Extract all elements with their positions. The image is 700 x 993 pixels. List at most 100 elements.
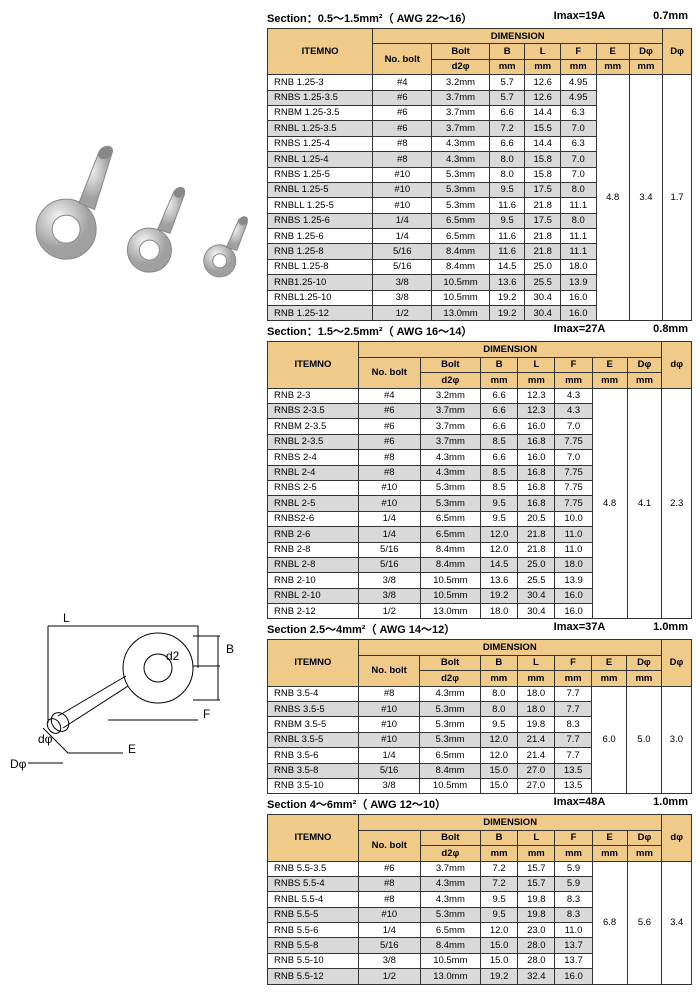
col-L: L (518, 830, 555, 845)
cell-B: 8.5 (481, 465, 518, 480)
section-imax: Imax=19A (517, 10, 642, 26)
cell-bolt: #10 (358, 702, 420, 717)
unit: mm (629, 59, 662, 74)
cell-B: 15.0 (481, 953, 518, 968)
cell-B: 8.5 (481, 434, 518, 449)
cell-B: 9.5 (480, 717, 517, 732)
cell-F: 18.0 (555, 557, 592, 572)
cell-d2: 8.4mm (420, 763, 480, 778)
cell-d2: 13.0mm (432, 306, 490, 321)
cell-L: 19.8 (518, 892, 555, 907)
cell-L: 21.8 (518, 527, 555, 542)
col-F: F (555, 357, 592, 372)
diagram-label-F: F (203, 707, 210, 721)
col-bolt: Bolt (432, 44, 490, 59)
cell-bolt: 5/16 (373, 244, 432, 259)
cell-B: 19.2 (489, 306, 525, 321)
unit: mm (555, 671, 592, 686)
cell-L: 15.8 (525, 152, 561, 167)
cell-F: 13.7 (555, 938, 592, 953)
col-B: B (481, 357, 518, 372)
unit: mm (592, 846, 627, 861)
unit: mm (481, 846, 518, 861)
cell-item: RNBS 5.5-4 (268, 876, 359, 891)
cell-B: 8.0 (480, 702, 517, 717)
col-F: F (555, 830, 592, 845)
cell-F: 4.95 (560, 90, 596, 105)
col-B: B (489, 44, 525, 59)
col-F: F (555, 655, 592, 670)
cell-bolt: 5/16 (358, 938, 420, 953)
cell-bolt: 1/4 (358, 527, 420, 542)
col-B: B (481, 830, 518, 845)
cell-item: RNB1.25-10 (268, 275, 373, 290)
col-nobolt: No. bolt (358, 830, 420, 861)
col-nobolt: No. bolt (373, 44, 432, 75)
col-nobolt: No. bolt (358, 655, 420, 686)
cell-item: RNBS 1.25-3.5 (268, 90, 373, 105)
cell-F: 16.0 (560, 306, 596, 321)
cell-F: 13.5 (555, 763, 592, 778)
cell-d2: 5.3mm (432, 198, 490, 213)
col-Dphi: Dφ (626, 655, 661, 670)
cell-item: RNB 1.25-6 (268, 229, 373, 244)
cell-B: 8.0 (480, 686, 517, 701)
cell-bolt: 3/8 (358, 588, 420, 603)
cell-d2: 8.4mm (420, 542, 480, 557)
cell-d2: 8.4mm (420, 938, 480, 953)
cell-L: 28.0 (518, 953, 555, 968)
col-F: F (560, 44, 596, 59)
cell-bolt: #4 (358, 388, 420, 403)
cell-L: 30.4 (518, 604, 555, 619)
cell-B: 15.0 (480, 778, 517, 793)
cell-d2: 3.7mm (420, 419, 480, 434)
cell-item: RNBS 2-3.5 (268, 403, 359, 418)
cell-item: RNBS 2-5 (268, 480, 359, 495)
cell-bolt: #10 (373, 167, 432, 182)
cell-L: 18.0 (517, 686, 554, 701)
cell-F: 7.75 (555, 480, 592, 495)
cell-bolt: #6 (358, 419, 420, 434)
col-d2: d2φ (420, 373, 480, 388)
table-row: RNB 3.5-4#84.3mm8.018.07.76.05.03.0 (268, 686, 692, 701)
cell-B: 8.0 (489, 152, 525, 167)
cell-bolt: #8 (373, 136, 432, 151)
cell-B: 9.5 (489, 213, 525, 228)
cell-item: RNB 5.5-5 (268, 907, 359, 922)
cell-item: RNB 1.25-3 (268, 75, 373, 90)
cell-B: 12.0 (480, 748, 517, 763)
cell-item: RNBM 3.5-5 (268, 717, 359, 732)
cell-B: 19.2 (489, 290, 525, 305)
cell-item: RNB 2-10 (268, 573, 359, 588)
cell-bolt: #10 (358, 496, 420, 511)
cell-bolt: #10 (358, 907, 420, 922)
section-thickness: 0.7mm (642, 10, 692, 26)
section-title: Section 4～6mm²（ AWG 12～10） (267, 796, 517, 812)
cell-item: RNBL 2-10 (268, 588, 359, 603)
cell-L: 15.7 (518, 861, 555, 876)
cell-L: 25.0 (518, 557, 555, 572)
diagram-label-E: E (128, 742, 136, 756)
cell-item: RNBL 1.25-3.5 (268, 121, 373, 136)
col-dimension: DIMENSION (373, 29, 663, 44)
cell-item: RNBS 1.25-5 (268, 167, 373, 182)
section-header: Section 4～6mm²（ AWG 12～10）Imax=48A1.0mm (267, 794, 692, 814)
cell-L: 16.8 (518, 480, 555, 495)
cell-last: 2.3 (662, 388, 692, 619)
cell-F: 4.3 (555, 403, 592, 418)
cell-bolt: 5/16 (373, 259, 432, 274)
cell-E: 4.8 (596, 75, 629, 321)
unit: mm (592, 671, 627, 686)
cell-d2: 6.5mm (420, 527, 480, 542)
cell-B: 11.6 (489, 244, 525, 259)
cell-item: RNBL1.25-10 (268, 290, 373, 305)
cell-B: 14.5 (481, 557, 518, 572)
col-L: L (525, 44, 561, 59)
cell-F: 7.0 (560, 121, 596, 136)
cell-B: 13.6 (481, 573, 518, 588)
cell-item: RNBL 3.5-5 (268, 732, 359, 747)
col-B: B (480, 655, 517, 670)
cell-last: 1.7 (663, 75, 692, 321)
cell-d2: 4.3mm (420, 465, 480, 480)
col-Dphi: Dφ (627, 830, 662, 845)
